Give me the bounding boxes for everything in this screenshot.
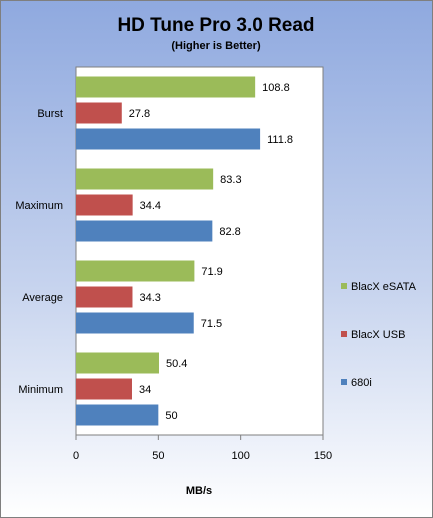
legend: BlacX eSATA BlacX USB 680i — [341, 281, 417, 389]
data-label-burst-blacx-usb: 27.8 — [129, 108, 150, 120]
bar-average-blacx-esata — [76, 260, 195, 282]
legend-label-blacx-usb: BlacX USB — [351, 329, 405, 341]
x-tick-label: 50 — [152, 450, 164, 462]
legend-swatch-680i — [341, 379, 347, 385]
data-label-maximum-blacx-esata: 83.3 — [220, 174, 241, 186]
data-label-maximum-blacx-usb: 34.4 — [140, 200, 161, 212]
legend-swatch-blacx-esata — [341, 283, 347, 289]
bar-average-680i — [76, 312, 194, 334]
bar-maximum-680i — [76, 220, 213, 242]
data-label-average-680i: 71.5 — [201, 318, 222, 330]
bar-burst-blacx-usb — [76, 102, 122, 124]
data-label-burst-blacx-esata: 108.8 — [262, 82, 290, 94]
x-tick-label: 100 — [231, 450, 249, 462]
data-label-burst-680i: 111.8 — [267, 134, 293, 146]
bars-layer — [76, 76, 261, 426]
bar-burst-blacx-esata — [76, 76, 256, 98]
plot-area — [75, 66, 324, 436]
category-label-maximum: Maximum — [15, 200, 63, 212]
x-tick-label: 0 — [73, 450, 79, 462]
chart-subtitle: (Higher is Better) — [171, 40, 261, 52]
bar-maximum-blacx-usb — [76, 194, 133, 216]
category-axis-layer: Burst Maximum Average Minimum — [15, 108, 63, 396]
x-tick-label: 150 — [314, 450, 332, 462]
legend-label-blacx-esata: BlacX eSATA — [351, 281, 417, 293]
data-label-average-blacx-esata: 71.9 — [201, 266, 222, 278]
data-label-minimum-680i: 50 — [165, 410, 177, 422]
value-axis-layer: 0 50 100 150 — [73, 435, 332, 462]
data-label-minimum-blacx-esata: 50.4 — [166, 358, 187, 370]
bar-minimum-blacx-esata — [76, 352, 159, 374]
data-label-minimum-blacx-usb: 34 — [139, 384, 151, 396]
category-label-burst: Burst — [37, 108, 63, 120]
chart-title: HD Tune Pro 3.0 Read — [117, 15, 314, 36]
legend-label-680i: 680i — [351, 377, 372, 389]
data-label-average-blacx-usb: 34.3 — [139, 292, 160, 304]
legend-swatch-blacx-usb — [341, 331, 347, 337]
bar-average-blacx-usb — [76, 286, 133, 308]
bar-minimum-blacx-usb — [76, 378, 132, 400]
data-label-maximum-680i: 82.8 — [219, 226, 240, 238]
bar-minimum-680i — [76, 404, 159, 426]
category-label-minimum: Minimum — [18, 384, 63, 396]
bar-maximum-blacx-esata — [76, 168, 214, 190]
x-axis-title: MB/s — [186, 485, 212, 497]
data-labels-layer: 108.8 27.8 111.8 83.3 34.4 82.8 71.9 34.3 71.5 50… — [129, 82, 293, 422]
category-label-average: Average — [22, 292, 63, 304]
bar-burst-680i — [76, 128, 261, 150]
